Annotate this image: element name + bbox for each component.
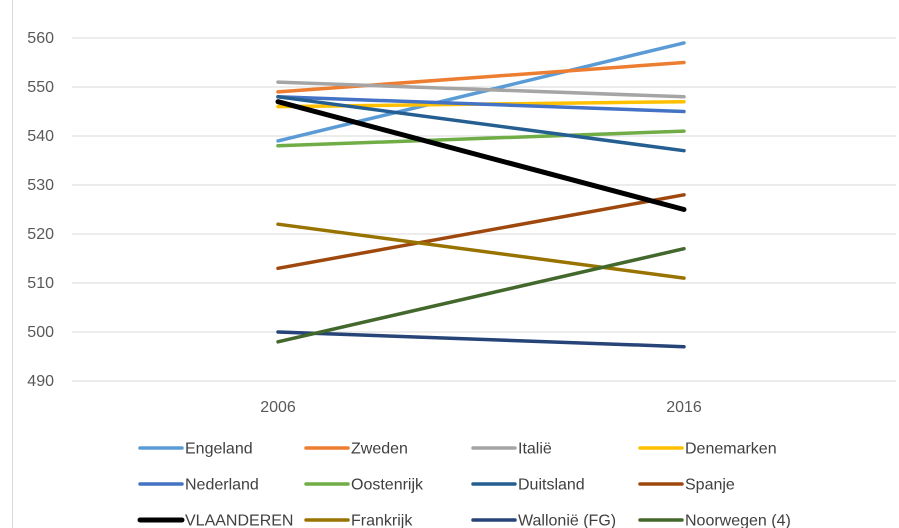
y-tick-label: 490 <box>27 373 54 390</box>
series-line-noorwegen-4 <box>276 246 686 344</box>
y-tick-label: 500 <box>27 324 54 341</box>
y-tick-label: 520 <box>27 226 54 243</box>
legend-label: VLAANDEREN <box>185 513 293 528</box>
series-line-zweden <box>276 60 686 94</box>
legend-item: Noorwegen (4) <box>638 513 791 528</box>
y-tick-label: 530 <box>27 177 54 194</box>
legend-label: Denemarken <box>685 441 777 458</box>
legend-item: Italië <box>471 441 552 458</box>
legend-label: Duitsland <box>518 477 585 494</box>
legend-label: Wallonië (FG) <box>518 513 616 528</box>
legend-label: Spanje <box>685 477 735 494</box>
legend-item: Oostenrijk <box>304 477 424 494</box>
x-tick-label: 2016 <box>666 399 702 416</box>
series-line-frankrijk <box>276 222 686 280</box>
legend-label: Zweden <box>351 441 408 458</box>
legend-label: Engeland <box>185 441 253 458</box>
legend-item: Frankrijk <box>304 513 413 528</box>
series-line-nederland <box>276 95 686 114</box>
legend-label: Nederland <box>185 477 259 494</box>
legend-item: Spanje <box>638 477 735 494</box>
y-tick-label: 550 <box>27 79 54 96</box>
y-tick-label: 510 <box>27 275 54 292</box>
legend-item: Wallonië (FG) <box>471 513 616 528</box>
series-line-itali <box>276 80 686 99</box>
y-tick-label: 540 <box>27 128 54 145</box>
x-axis: 2006 2016 <box>260 399 702 416</box>
series-line-spanje <box>276 193 686 271</box>
legend-item: Nederland <box>138 477 259 494</box>
legend-item: Denemarken <box>638 441 777 458</box>
legend-item: Zweden <box>304 441 408 458</box>
series-line-oostenrijk <box>276 129 686 148</box>
legend-label: Frankrijk <box>351 513 413 528</box>
legend-label: Noorwegen (4) <box>685 513 791 528</box>
x-tick-label: 2006 <box>260 399 296 416</box>
series-line-duitsland <box>276 95 686 153</box>
y-axis: 490 500 510 520 530 540 550 560 <box>27 30 54 390</box>
chart-frame <box>12 0 899 528</box>
grid <box>72 37 896 382</box>
legend-item: Engeland <box>138 441 253 458</box>
legend-label: Italië <box>518 441 552 458</box>
y-tick-label: 560 <box>27 30 54 47</box>
plot-area <box>275 41 687 349</box>
legend-item: VLAANDEREN <box>137 513 293 528</box>
legend: Engeland Zweden Italië Denemarken Nederland O… <box>137 441 791 528</box>
series-line-engeland <box>276 41 686 143</box>
legend-label: Oostenrijk <box>351 477 424 494</box>
series-line-walloni-fg <box>276 330 686 349</box>
series-line-vlaanderen <box>275 99 687 212</box>
legend-item: Duitsland <box>471 477 585 494</box>
